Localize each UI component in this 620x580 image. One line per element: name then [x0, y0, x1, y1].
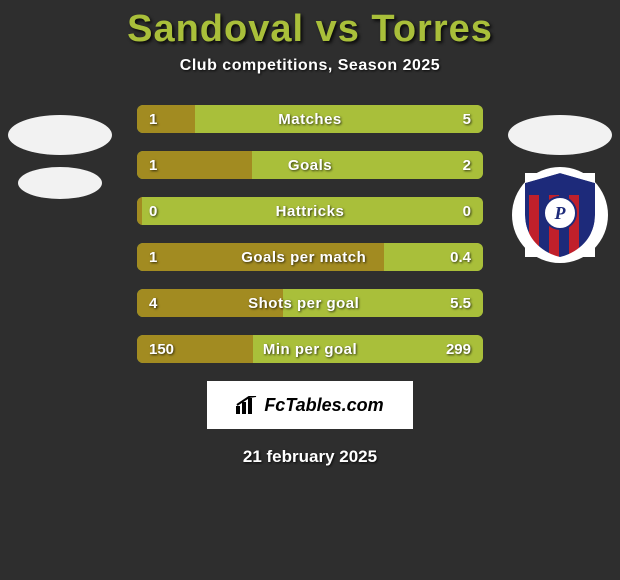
- stat-row: 4Shots per goal5.5: [137, 289, 483, 317]
- stat-value-right: 0.4: [450, 249, 483, 266]
- page-title: Sandoval vs Torres: [0, 8, 620, 51]
- left-player-column: [0, 115, 120, 199]
- stat-value-right: 5.5: [450, 295, 483, 312]
- stat-value-left: 1: [137, 249, 157, 266]
- stat-row: 0Hattricks0: [137, 197, 483, 225]
- right-player-column: P: [500, 115, 620, 263]
- club-badge-right: P: [512, 167, 608, 263]
- stat-row: 1Matches5: [137, 105, 483, 133]
- subtitle: Club competitions, Season 2025: [0, 57, 620, 75]
- stat-row: 1Goals per match0.4: [137, 243, 483, 271]
- stat-row: 150Min per goal299: [137, 335, 483, 363]
- stat-value-right: 299: [446, 341, 483, 358]
- player-silhouette-right: [508, 115, 612, 155]
- stat-value-right: 5: [463, 111, 483, 128]
- stat-label: Goals: [157, 157, 462, 174]
- branding-badge: FcTables.com: [207, 381, 413, 429]
- stat-label: Matches: [157, 111, 462, 128]
- shield-icon: P: [525, 173, 595, 257]
- stat-value-left: 4: [137, 295, 157, 312]
- chart-icon: [236, 396, 258, 414]
- player-silhouette-left: [8, 115, 112, 155]
- stat-value-right: 2: [463, 157, 483, 174]
- stat-value-left: 1: [137, 111, 157, 128]
- stat-value-left: 1: [137, 157, 157, 174]
- stat-label: Shots per goal: [157, 295, 450, 312]
- stat-value-left: 0: [137, 203, 157, 220]
- stat-row: 1Goals2: [137, 151, 483, 179]
- stat-label: Min per goal: [174, 341, 446, 358]
- stat-label: Goals per match: [157, 249, 450, 266]
- stat-value-left: 150: [137, 341, 174, 358]
- stat-label: Hattricks: [157, 203, 462, 220]
- stat-value-right: 0: [463, 203, 483, 220]
- stats-table: 1Matches51Goals20Hattricks01Goals per ma…: [137, 105, 483, 363]
- date-text: 21 february 2025: [0, 447, 620, 467]
- club-placeholder-left: [18, 167, 102, 199]
- svg-text:P: P: [554, 203, 567, 223]
- branding-text: FcTables.com: [264, 395, 383, 416]
